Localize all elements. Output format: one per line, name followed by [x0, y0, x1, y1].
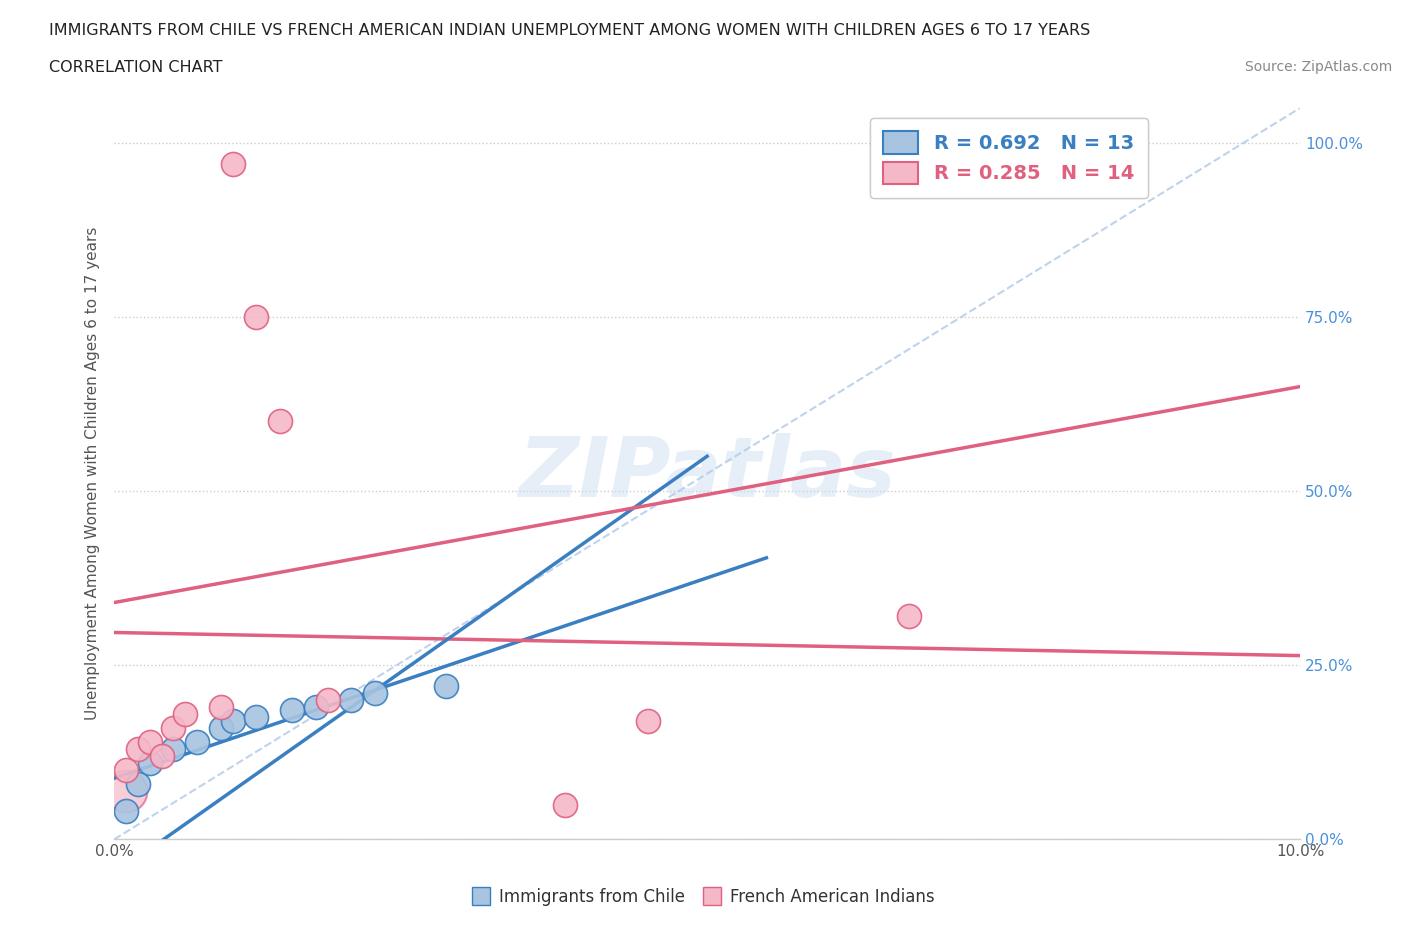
Point	[897, 609, 920, 624]
Point	[162, 721, 184, 736]
Point	[554, 797, 576, 812]
Legend: Immigrants from Chile, French American Indians: Immigrants from Chile, French American I…	[464, 881, 942, 912]
Text: ZIPatlas: ZIPatlas	[519, 433, 896, 514]
Point	[245, 310, 267, 325]
Point	[269, 414, 291, 429]
Point	[340, 693, 363, 708]
Point	[162, 741, 184, 756]
Y-axis label: Unemployment Among Women with Children Ages 6 to 17 years: Unemployment Among Women with Children A…	[86, 227, 100, 721]
Point	[150, 749, 173, 764]
Text: IMMIGRANTS FROM CHILE VS FRENCH AMERICAN INDIAN UNEMPLOYMENT AMONG WOMEN WITH CH: IMMIGRANTS FROM CHILE VS FRENCH AMERICAN…	[49, 23, 1091, 38]
Point	[174, 707, 197, 722]
Point	[139, 755, 162, 770]
Text: Source: ZipAtlas.com: Source: ZipAtlas.com	[1244, 60, 1392, 74]
Point	[305, 699, 328, 714]
Legend: R = 0.692   N = 13, R = 0.285   N = 14: R = 0.692 N = 13, R = 0.285 N = 14	[870, 118, 1147, 198]
Point	[209, 699, 232, 714]
Point	[115, 763, 138, 777]
Point	[139, 735, 162, 750]
Point	[434, 679, 457, 694]
Point	[281, 703, 304, 718]
Point	[127, 777, 149, 791]
Point	[316, 693, 339, 708]
Point	[209, 721, 232, 736]
Point	[637, 713, 659, 728]
Point	[115, 783, 138, 798]
Point	[364, 685, 387, 700]
Point	[115, 804, 138, 819]
Point	[186, 735, 208, 750]
Point	[127, 741, 149, 756]
Point	[222, 713, 245, 728]
Text: CORRELATION CHART: CORRELATION CHART	[49, 60, 222, 75]
Point	[245, 710, 267, 724]
Point	[222, 156, 245, 171]
